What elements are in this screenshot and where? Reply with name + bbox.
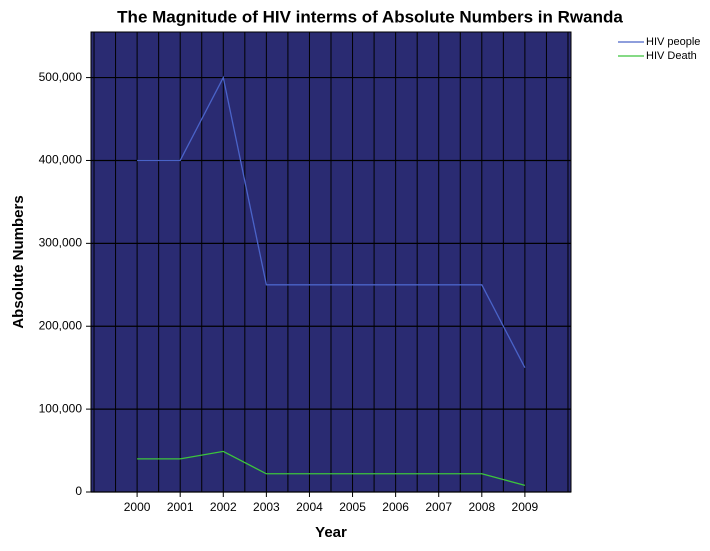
x-tick-label: 2009	[512, 500, 539, 514]
y-tick-label: 400,000	[39, 153, 83, 167]
y-tick-label: 0	[75, 484, 82, 498]
y-tick-label: 100,000	[39, 401, 83, 415]
x-tick-label: 2006	[382, 500, 409, 514]
y-tick-label: 500,000	[39, 70, 83, 84]
series-line	[137, 450, 526, 486]
x-tick-label: 2008	[468, 500, 495, 514]
x-tick-label: 2000	[124, 500, 151, 514]
x-tick-label: 2003	[253, 500, 280, 514]
x-tick-label: 2002	[210, 500, 237, 514]
x-tick-label: 2005	[339, 500, 366, 514]
legend-label: HIV Death	[646, 50, 697, 62]
series-line	[137, 75, 526, 368]
x-axis-title: Year	[315, 524, 347, 541]
legend-label: HIV people	[646, 36, 700, 48]
x-tick-label: 2004	[296, 500, 323, 514]
x-tick-label: 2007	[425, 500, 452, 514]
y-axis-title: Absolute Numbers	[10, 195, 27, 328]
x-tick-label: 2001	[167, 500, 194, 514]
y-tick-label: 200,000	[39, 318, 83, 332]
y-tick-label: 300,000	[39, 236, 83, 250]
chart-title: The Magnitude of HIV interms of Absolute…	[117, 7, 623, 26]
